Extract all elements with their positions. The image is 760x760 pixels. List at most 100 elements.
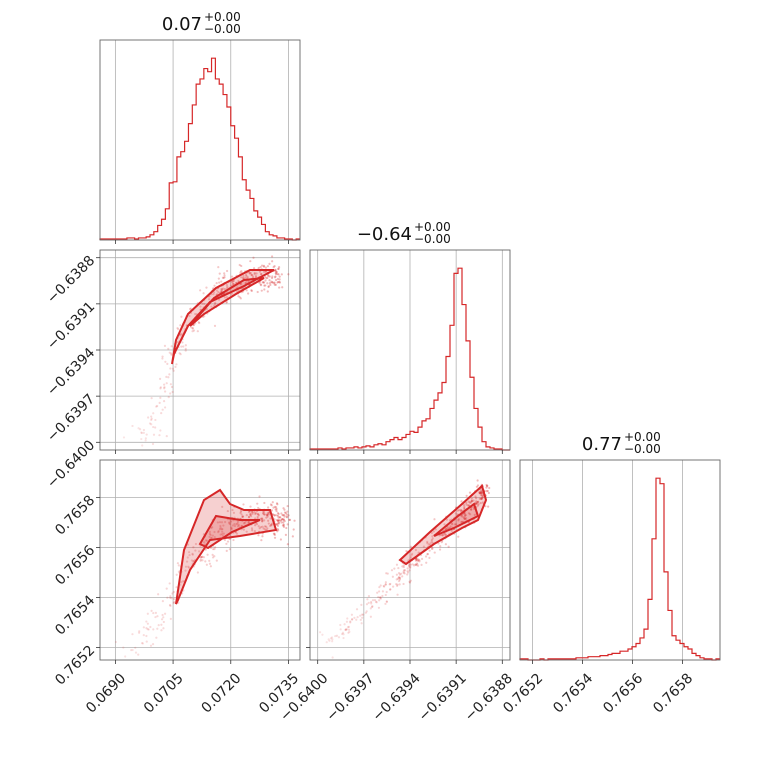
- scatter-point: [283, 511, 287, 514]
- scatter-point: [232, 538, 235, 542]
- scatter-point: [405, 549, 408, 553]
- scatter-point: [402, 564, 405, 567]
- scatter-point: [206, 553, 209, 556]
- scatter-point: [222, 287, 225, 290]
- scatter-point: [397, 566, 400, 570]
- scatter-point: [398, 577, 402, 580]
- scatter-point: [277, 273, 280, 276]
- scatter-point: [191, 330, 194, 333]
- scatter-point: [457, 535, 460, 538]
- scatter-point: [215, 289, 218, 292]
- scatter-point: [225, 542, 228, 545]
- scatter-point: [257, 514, 261, 517]
- scatter-point: [258, 270, 262, 273]
- scatter-point: [275, 270, 278, 274]
- scatter-point: [478, 492, 482, 495]
- scatter-point: [211, 553, 214, 556]
- scatter-point: [215, 559, 218, 562]
- scatter-point: [178, 352, 181, 355]
- scatter-point: [142, 431, 145, 434]
- scatter-point: [194, 549, 197, 552]
- scatter-point: [439, 545, 442, 548]
- scatter-point: [402, 571, 405, 574]
- scatter-point: [162, 620, 165, 624]
- scatter-point: [172, 601, 175, 605]
- scatter-point: [148, 422, 152, 425]
- scatter-point: [276, 523, 279, 526]
- histogram-0-title-value: 0.07: [162, 14, 202, 35]
- scatter-point: [282, 518, 285, 521]
- scatter-point: [237, 295, 240, 298]
- histogram-1-step-line: [309, 267, 510, 451]
- scatter-point: [284, 511, 287, 515]
- scatter-point: [221, 530, 224, 533]
- scatter-point: [385, 600, 389, 603]
- scatter-point: [165, 375, 168, 379]
- scatter-point: [160, 623, 163, 626]
- scatter-point: [457, 519, 460, 522]
- x-tick-label-p1-3: −0.6391: [416, 670, 470, 724]
- scatter-point: [360, 603, 363, 606]
- scatter-point: [272, 506, 275, 509]
- scatter-point: [275, 502, 279, 505]
- scatter-point: [198, 550, 201, 553]
- scatter-point: [267, 513, 271, 516]
- scatter-point: [280, 512, 283, 515]
- scatter-point: [203, 315, 206, 318]
- scatter-point: [284, 533, 288, 536]
- scatter-point: [228, 522, 231, 525]
- scatter-point: [416, 563, 419, 566]
- scatter-point: [240, 270, 243, 273]
- scatter-point: [257, 266, 260, 270]
- scatter-point: [150, 418, 153, 421]
- scatter-point: [444, 543, 447, 546]
- scatter-point: [273, 276, 277, 279]
- scatter-point: [470, 499, 474, 503]
- scatter-point: [367, 601, 370, 604]
- scatter-point: [239, 510, 243, 513]
- scatter-point: [160, 412, 163, 415]
- scatter-point: [154, 611, 158, 614]
- scatter-point: [267, 522, 270, 525]
- scatter-point: [475, 497, 478, 500]
- panel-2-0-contour-inner: [198, 514, 261, 550]
- scatter-point: [278, 522, 281, 525]
- scatter-point: [376, 591, 379, 594]
- scatter-point: [218, 281, 221, 284]
- scatter-point: [476, 500, 479, 504]
- scatter-point: [424, 555, 428, 558]
- scatter-point: [463, 517, 466, 520]
- scatter-point: [276, 519, 280, 522]
- scatter-point: [442, 533, 445, 536]
- scatter-point: [360, 613, 364, 616]
- scatter-point: [184, 569, 187, 572]
- scatter-point: [150, 423, 153, 426]
- scatter-point: [278, 275, 281, 278]
- scatter-point: [269, 503, 273, 506]
- scatter-point: [268, 279, 271, 282]
- scatter-point: [245, 274, 248, 278]
- scatter-point: [433, 551, 436, 554]
- scatter-point: [264, 279, 267, 282]
- scatter-point: [403, 569, 407, 572]
- scatter-point: [171, 367, 175, 370]
- scatter-point: [180, 345, 183, 348]
- scatter-point: [134, 651, 138, 654]
- scatter-point: [152, 611, 155, 615]
- histogram-2-step-line: [519, 477, 720, 661]
- scatter-point: [211, 556, 215, 559]
- scatter-point: [321, 633, 324, 636]
- scatter-point: [266, 514, 269, 517]
- scatter-point: [476, 500, 479, 504]
- scatter-point: [212, 548, 215, 551]
- x-tick-label-p0-2: 0.0720: [199, 670, 245, 716]
- scatter-point: [208, 532, 211, 535]
- scatter-point: [146, 622, 149, 625]
- scatter-point: [286, 510, 289, 513]
- scatter-point: [383, 585, 386, 588]
- scatter-point: [274, 275, 277, 278]
- scatter-point: [223, 272, 226, 275]
- scatter-point: [257, 513, 260, 516]
- scatter-point: [417, 558, 420, 561]
- scatter-point: [161, 600, 164, 603]
